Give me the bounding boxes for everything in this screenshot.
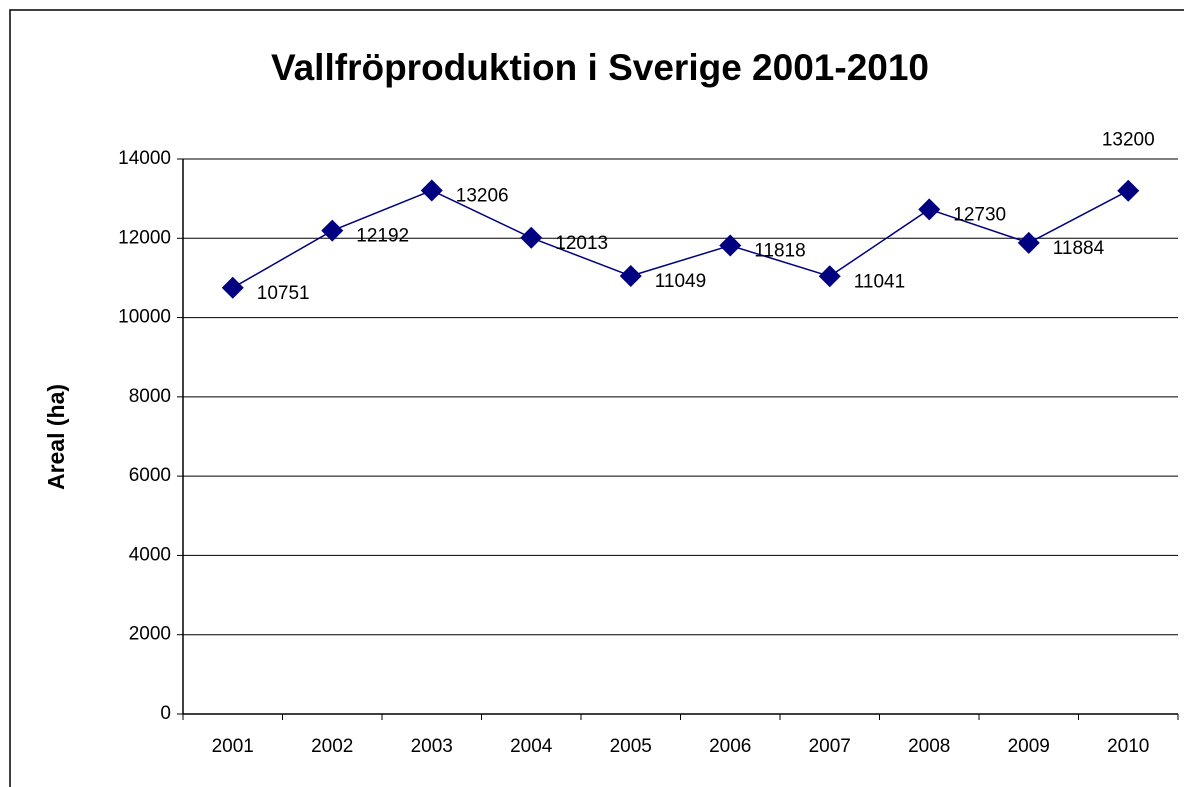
data-label: 13206 bbox=[456, 185, 509, 206]
data-label: 11049 bbox=[655, 271, 706, 292]
x-tick-label: 2002 bbox=[311, 736, 353, 757]
y-tick-label: 0 bbox=[160, 703, 171, 724]
data-label: 12192 bbox=[356, 226, 409, 247]
marker bbox=[918, 198, 941, 221]
marker bbox=[420, 179, 443, 202]
data-label: 10751 bbox=[257, 283, 310, 304]
line bbox=[232, 189, 1129, 289]
x-tick-label: 2009 bbox=[1008, 736, 1050, 757]
data-label: 12730 bbox=[953, 204, 1006, 225]
y-tick-label: 6000 bbox=[129, 465, 171, 486]
y-tick-label: 10000 bbox=[118, 307, 171, 328]
data-label: 13200 bbox=[1102, 130, 1155, 151]
x-tick-label: 2003 bbox=[411, 736, 453, 757]
x-tick-label: 2008 bbox=[908, 736, 950, 757]
marker bbox=[719, 234, 742, 257]
x-tick-label: 2001 bbox=[212, 736, 254, 757]
x-tick-label: 2006 bbox=[709, 736, 751, 757]
y-tick-label: 12000 bbox=[118, 227, 171, 248]
data-label: 11884 bbox=[1053, 238, 1105, 259]
y-tick-label: 2000 bbox=[129, 624, 171, 645]
marker bbox=[1117, 179, 1140, 202]
marker bbox=[221, 276, 244, 299]
data-label: 12013 bbox=[555, 233, 608, 254]
chart-frame bbox=[9, 9, 1184, 787]
x-tick-label: 2010 bbox=[1107, 736, 1149, 757]
data-label: 11041 bbox=[854, 271, 905, 292]
data-label: 11818 bbox=[754, 241, 805, 262]
y-tick-label: 4000 bbox=[129, 544, 171, 565]
chart-title: Vallfröproduktion i Sverige 2001-2010 bbox=[271, 47, 929, 88]
marker bbox=[520, 226, 543, 249]
x-tick-label: 2004 bbox=[510, 736, 553, 757]
y-tick-label: 14000 bbox=[118, 148, 171, 169]
x-tick-label: 2005 bbox=[610, 736, 652, 757]
marker bbox=[1017, 231, 1040, 254]
marker bbox=[818, 265, 841, 288]
marker bbox=[321, 219, 344, 242]
y-tick-label: 8000 bbox=[129, 386, 171, 407]
x-tick-label: 2007 bbox=[809, 736, 851, 757]
y-axis-label: Areal (ha) bbox=[43, 384, 69, 490]
marker bbox=[619, 264, 642, 287]
